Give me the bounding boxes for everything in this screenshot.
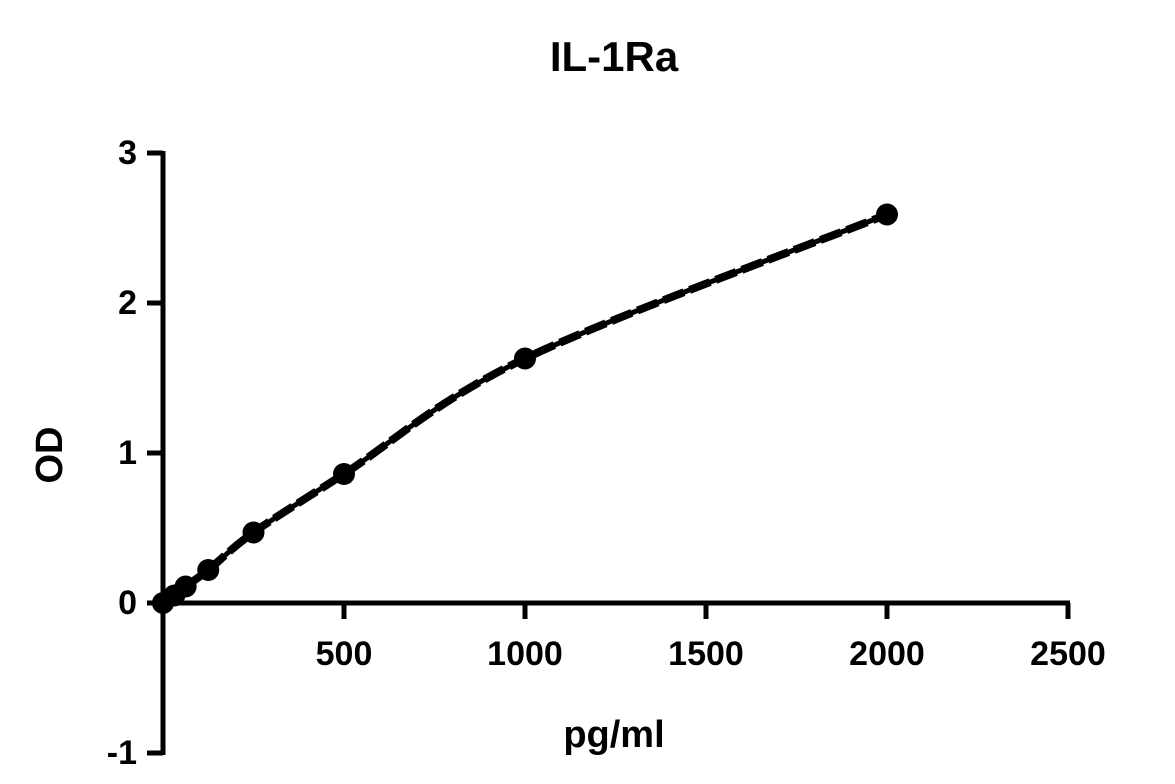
data-point bbox=[174, 575, 197, 598]
y-tick-label: 1 bbox=[118, 434, 137, 472]
x-tick-label: 1500 bbox=[668, 635, 744, 673]
x-tick-label: 2000 bbox=[849, 635, 925, 673]
fit-line-dashed bbox=[160, 210, 889, 607]
fit-line bbox=[161, 212, 888, 606]
data-point bbox=[876, 203, 898, 226]
data-point bbox=[333, 463, 355, 485]
x-axis-label: pg/ml bbox=[563, 714, 664, 756]
y-tick-label: -1 bbox=[107, 734, 137, 772]
x-tick-label: 2500 bbox=[1030, 635, 1106, 673]
data-point bbox=[242, 521, 265, 544]
y-axis-label: OD bbox=[29, 427, 71, 484]
data-point bbox=[197, 559, 220, 581]
y-tick-label: 2 bbox=[118, 284, 137, 322]
data-point bbox=[514, 347, 536, 370]
y-tick-label: 0 bbox=[118, 584, 137, 622]
x-tick-label: 1000 bbox=[487, 635, 563, 673]
chart-title: IL-1Ra bbox=[550, 33, 679, 80]
x-tick-label: 500 bbox=[316, 635, 373, 673]
y-tick-label: 3 bbox=[118, 134, 137, 172]
